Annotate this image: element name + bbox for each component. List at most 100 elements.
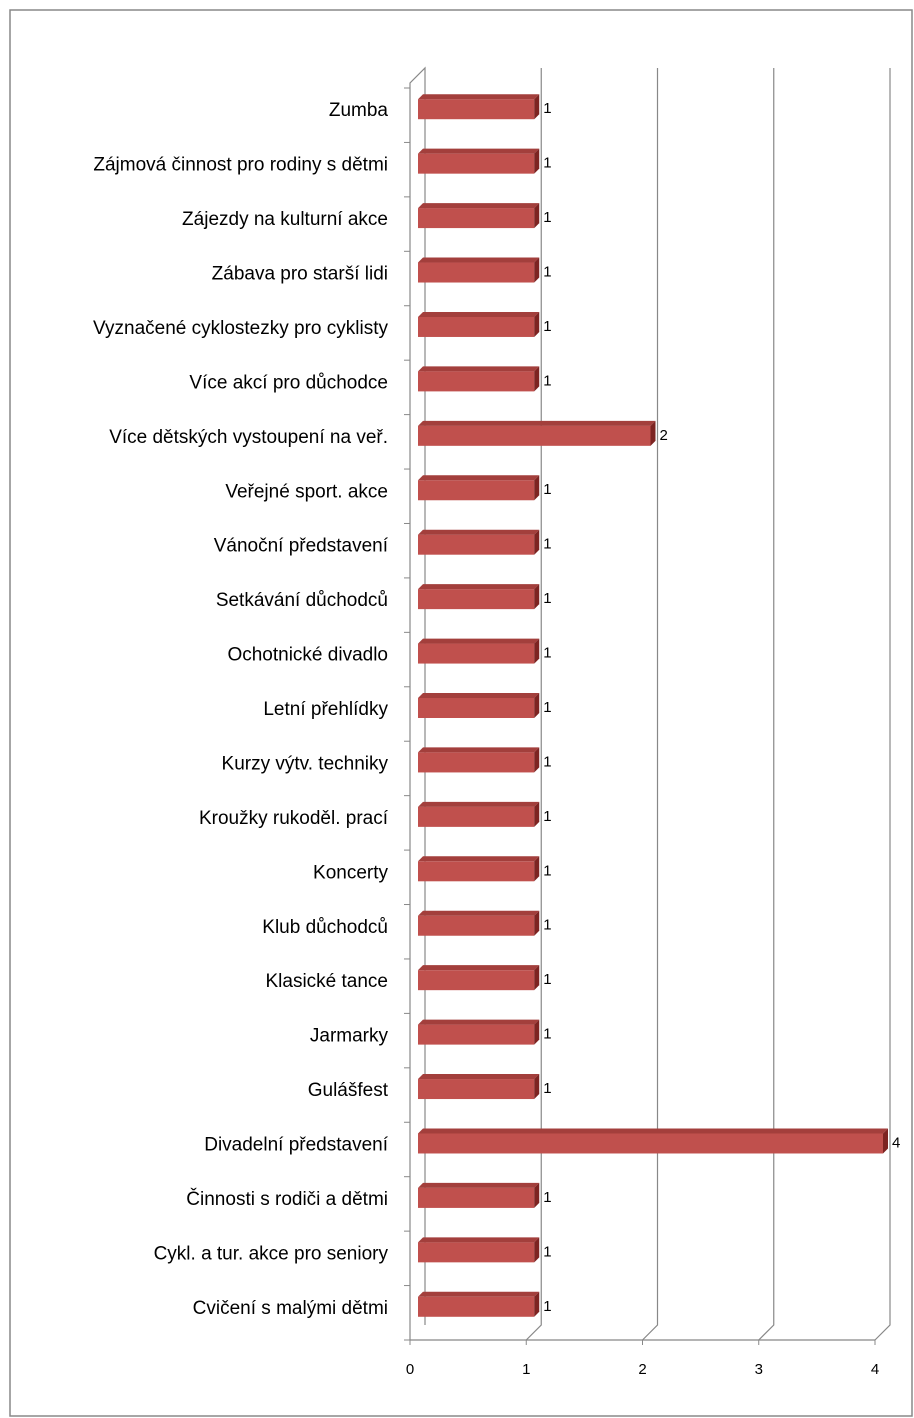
bar-top [418,693,540,698]
category-label: Kurzy výtv. techniky [222,753,389,774]
category-label: Vánoční představení [214,536,389,557]
category-label: Divadelní představení [204,1134,388,1155]
bar-top [418,366,540,372]
bar-top [418,203,540,209]
bar-end [534,801,540,827]
category-label: Více akcí pro důchodce [189,372,388,393]
bar-end [534,94,540,120]
value-label: 1 [543,917,551,934]
bar-end [534,257,540,283]
bar-end [650,420,656,446]
category-label: Klasické tance [265,971,388,992]
bar-end [534,366,540,392]
category-label: Cykl. a tur. akce pro seniory [154,1243,389,1264]
bar-end [534,475,540,501]
category-label: Zájmová činnost pro rodiny s dětmi [93,155,388,176]
category-label: Činnosti s rodiči a dětmi [186,1188,388,1210]
value-label: 1 [543,1080,551,1097]
category-label: Ochotnické divadlo [227,645,388,666]
x-tick-label: 3 [755,1361,763,1378]
value-label: 1 [543,862,551,879]
bar [418,208,535,229]
bar-top [418,1019,540,1025]
category-label: Kroužky rukoděl. prací [199,808,389,829]
value-label: 1 [543,971,551,988]
bar-top [418,965,540,971]
bar-end [534,203,540,229]
bar [418,1296,535,1317]
bar-top [418,1128,888,1134]
bar-top [418,475,540,481]
bar [418,1187,535,1208]
x-tick-label: 2 [638,1361,646,1378]
bar-end [534,910,540,936]
bar-end [534,148,540,174]
bar [418,861,535,882]
bar-end [534,693,540,718]
bar [418,1024,535,1045]
value-label: 1 [543,481,551,498]
category-label: Koncerty [313,862,388,883]
value-label: 1 [543,699,551,716]
bar-top [418,1182,540,1188]
category-label: Veřejné sport. akce [225,481,388,502]
bar-top [418,148,540,154]
bar [418,425,651,446]
category-label: Cvičení s malými dětmi [193,1298,388,1319]
grid-line [642,68,659,1341]
value-label: 1 [543,155,551,172]
bar-end [534,965,540,991]
bar [418,643,535,664]
category-label: Letní přehlídky [263,699,388,720]
bar-end [534,747,540,773]
bar [418,262,535,283]
grid-line [758,68,775,1341]
bar-end [534,311,540,337]
bar [418,534,535,555]
value-label: 1 [543,808,551,825]
bar-top [418,801,540,807]
bar-end [534,1237,540,1263]
bar-end [883,1128,888,1154]
value-label: 4 [892,1134,900,1151]
category-label: Jarmarky [310,1026,389,1047]
value-label: 1 [543,645,551,662]
x-tick-label: 1 [522,1361,530,1378]
bar [418,1079,535,1100]
bar-top [418,1074,540,1080]
x-tick-label: 4 [871,1361,879,1378]
bar-top [418,1291,540,1297]
value-label: 1 [543,1189,551,1206]
bar [418,806,535,827]
bar-top [418,420,656,426]
bar [418,316,535,337]
bar [418,970,535,991]
bar-end [534,1291,540,1317]
value-label: 2 [660,427,668,444]
bar-top [418,311,540,317]
bar-end [534,584,540,610]
category-label: Zábava pro starší lidi [212,264,388,285]
value-label: 1 [543,590,551,607]
value-label: 1 [543,536,551,553]
category-label: Klub důchodců [262,917,388,938]
value-label: 1 [543,100,551,117]
bar-top [418,1237,540,1243]
bar-end [534,1074,540,1100]
value-label: 1 [543,263,551,280]
bar-top [418,856,540,862]
bar [418,1133,883,1154]
bar-top [418,747,540,753]
bar-top [418,529,540,535]
bar-end [534,529,540,555]
bar-end [534,638,540,664]
bar-top [418,584,540,590]
bar-top [418,94,540,100]
bar [418,99,535,120]
bar-end [534,856,540,882]
category-label: Setkávání důchodců [216,590,388,611]
value-label: 1 [543,1026,551,1043]
bar [418,698,535,718]
grid-line [525,68,542,1341]
